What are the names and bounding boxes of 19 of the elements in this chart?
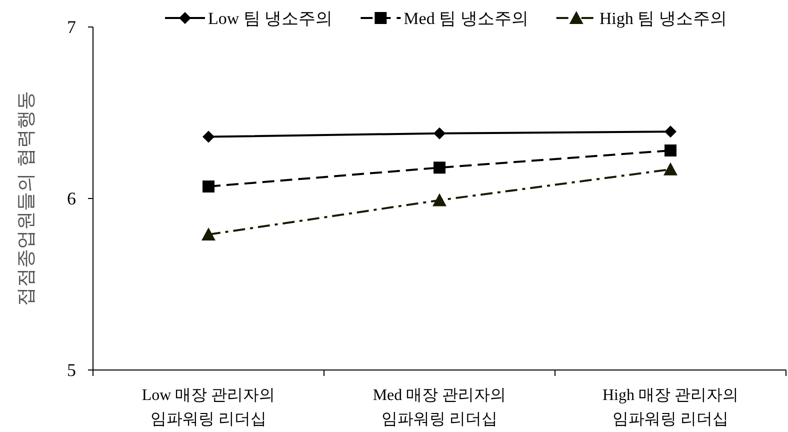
point: [432, 193, 446, 206]
y-tick-label: 5: [67, 360, 76, 380]
point: [202, 130, 214, 143]
legend-label: Low 팀 냉소주의: [208, 9, 333, 28]
x-tick-label: Low 매장 관리자의 임파워링 리더십: [142, 387, 276, 428]
point: [434, 127, 446, 140]
legend-label: Med 팀 냉소주의: [404, 9, 528, 28]
legend-label: High 팀 냉소주의: [599, 9, 727, 28]
point: [664, 162, 678, 176]
y-tick-label: 6: [67, 188, 76, 208]
point: [202, 228, 216, 241]
y-tick-label: 7: [67, 17, 76, 37]
point: [434, 162, 446, 174]
point: [664, 144, 676, 156]
point: [202, 180, 214, 192]
x-tick-label: Med 매장 관리자의 임파워링 리더십: [372, 387, 506, 428]
x-tick-label: High 매장 관리자의 임파워링 리더십: [602, 387, 738, 428]
y-axis-title: 접점종업원들의 협력행동: [15, 90, 37, 306]
point: [664, 126, 676, 138]
